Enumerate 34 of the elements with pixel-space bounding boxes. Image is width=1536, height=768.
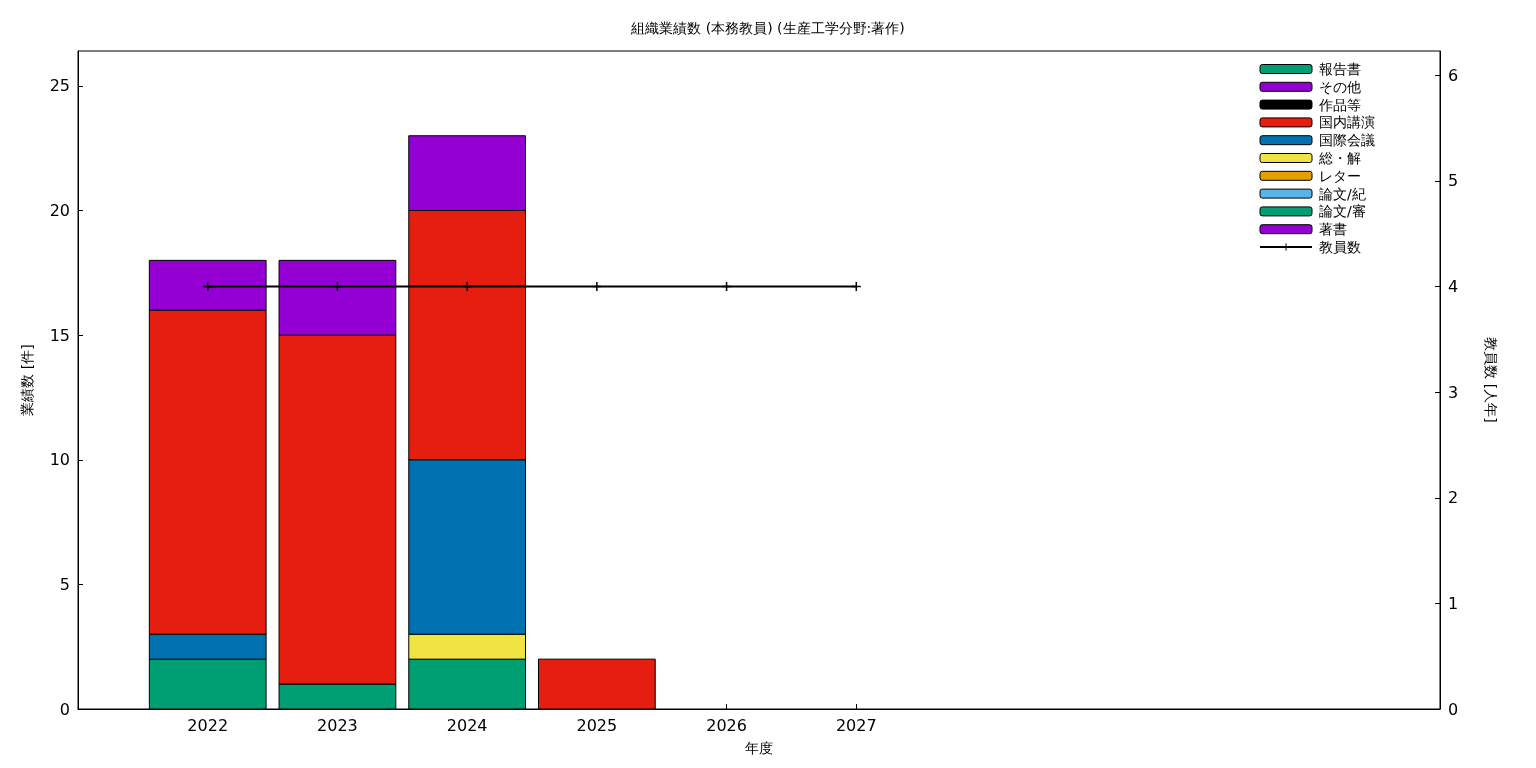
y2-axis-title: 教員数 [人年] (1483, 337, 1499, 423)
legend-label: 論文/紀 (1319, 185, 1366, 202)
x-tick-label: 2024 (446, 715, 488, 735)
legend-label: 国内講演 (1319, 114, 1375, 131)
legend-label: 総・解 (1318, 150, 1361, 166)
legend-label: 論文/審 (1319, 203, 1366, 220)
x-axis-title: 年度 (745, 740, 773, 756)
y-tick-label: 15 (49, 325, 70, 345)
legend-label: 作品等 (1318, 96, 1361, 113)
legend-label: 教員数 (1319, 239, 1361, 255)
y2-tick-label: 2 (1448, 488, 1459, 508)
x-tick-label: 2027 (835, 715, 877, 735)
x-tick-label: 2025 (576, 715, 618, 735)
y2-tick-label: 6 (1448, 65, 1459, 85)
y-tick-label: 20 (49, 201, 70, 221)
legend-label: その他 (1319, 78, 1361, 95)
y-axis-title: 業績数 [件] (19, 344, 35, 416)
chart-title: 組織業績数 (本務教員) (生産工学分野:著作) (630, 20, 905, 36)
x-tick-label: 2022 (187, 715, 229, 735)
y-tick-label: 25 (49, 76, 70, 96)
y-tick-label: 5 (59, 574, 70, 594)
y2-tick-label: 5 (1448, 171, 1459, 191)
y-tick-label: 10 (49, 450, 70, 470)
legend-label: 著書 (1319, 221, 1347, 238)
y2-tick-label: 3 (1448, 382, 1459, 402)
x-tick-label: 2023 (317, 715, 358, 735)
legend-label: 国際会議 (1319, 132, 1375, 149)
y-tick-label: 0 (59, 699, 70, 719)
y2-tick-label: 0 (1448, 699, 1459, 719)
legend-label: レター (1319, 167, 1361, 184)
x-tick-label: 2026 (706, 715, 747, 735)
legend-label: 報告書 (1319, 61, 1361, 77)
y2-tick-label: 4 (1448, 277, 1459, 297)
y2-tick-label: 1 (1448, 593, 1459, 613)
